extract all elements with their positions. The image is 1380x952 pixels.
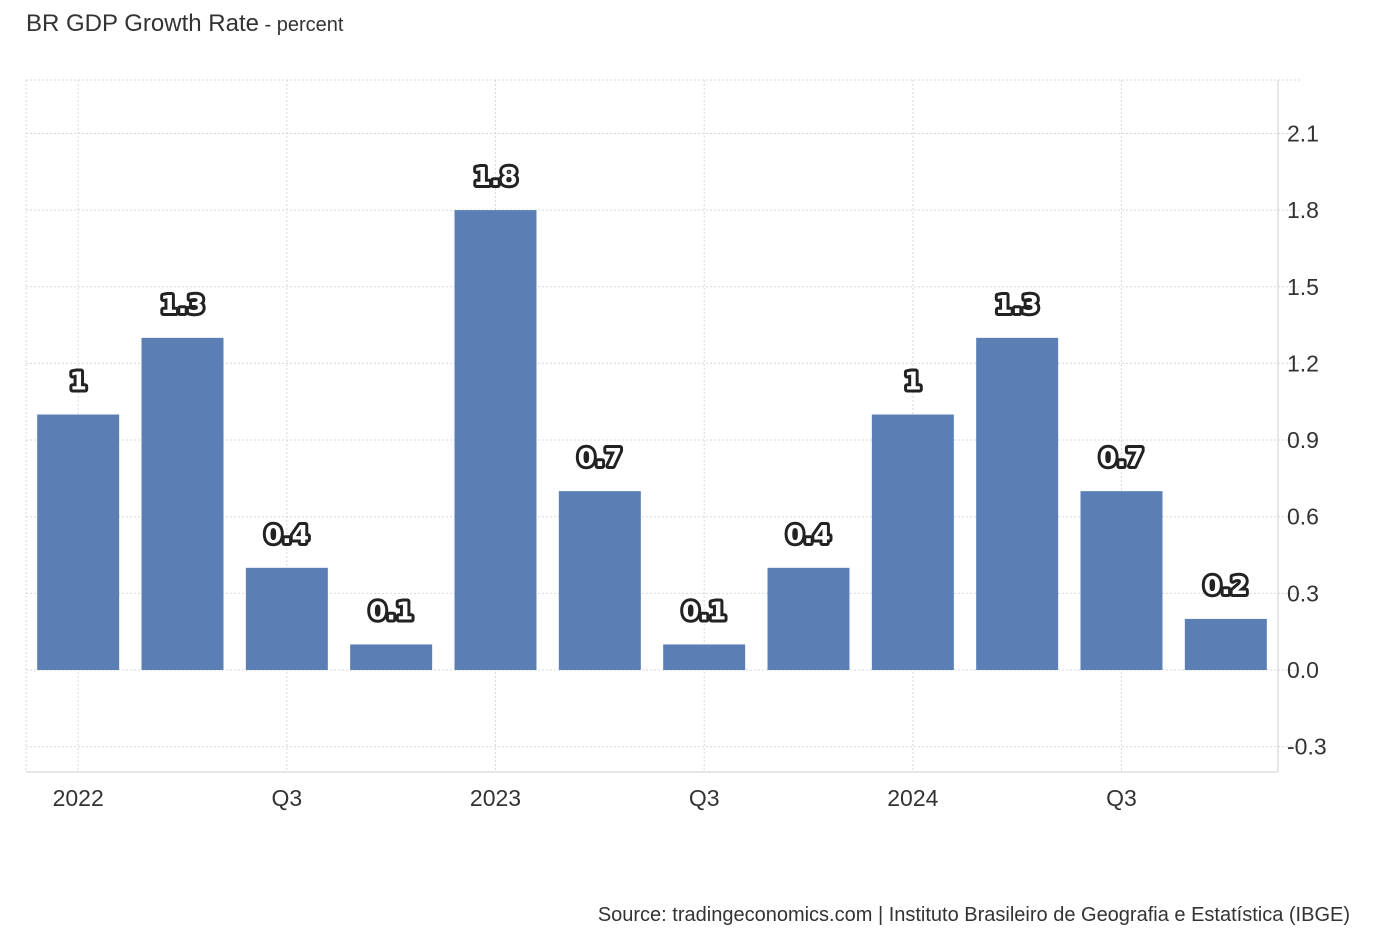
x-tick-label: 2022 [53, 785, 104, 811]
data-label: 1.3 [160, 290, 204, 319]
bar [1080, 491, 1163, 670]
y-tick-label: 1.8 [1287, 197, 1319, 223]
bar [663, 644, 746, 670]
data-label: 0.2 [1204, 571, 1248, 600]
data-label: 0.7 [578, 443, 622, 472]
chart-title: BR GDP Growth Rate [26, 10, 259, 37]
x-tick-label: Q3 [689, 785, 720, 811]
y-tick-label: 2.1 [1287, 120, 1319, 146]
data-label: 0.1 [369, 596, 413, 625]
data-label: 0.7 [1099, 443, 1143, 472]
bar [976, 337, 1059, 670]
y-tick-label: 0.9 [1287, 427, 1319, 453]
y-tick-label: 0.3 [1287, 580, 1319, 606]
bar [141, 337, 224, 670]
x-tick-label: Q3 [1106, 785, 1137, 811]
data-label: 1 [69, 367, 86, 396]
data-label: 0.4 [265, 520, 309, 549]
data-label: 0.1 [682, 596, 726, 625]
data-label: 1 [904, 367, 921, 396]
bar [1184, 618, 1267, 670]
y-tick-label: 0.6 [1287, 504, 1319, 530]
bar [37, 414, 120, 670]
y-tick-label: 1.2 [1287, 350, 1319, 376]
data-label: 1.8 [473, 162, 517, 191]
x-tick-label: Q3 [271, 785, 302, 811]
y-tick-label: 0.0 [1287, 657, 1319, 683]
x-tick-label: 2023 [470, 785, 521, 811]
y-tick-label: -0.3 [1287, 734, 1327, 760]
bar [245, 567, 328, 670]
y-tick-label: 1.5 [1287, 274, 1319, 300]
bar [558, 491, 641, 670]
bar-chart: -0.3 0.0 0.3 0.6 0.9 1.2 1.5 1.8 2.1 1 1.3 0.4 0.1 1.… [25, 79, 1327, 811]
bar [350, 644, 433, 670]
chart-subtitle: percent [276, 14, 344, 36]
bar [767, 567, 850, 670]
chart-title-row: BR GDP Growth Rate - percent [26, 10, 343, 38]
bar [454, 210, 537, 670]
bar [871, 414, 954, 670]
data-label: 1.3 [995, 290, 1039, 319]
subtitle-separator: - [258, 14, 277, 36]
source-attribution: Source: tradingeconomics.com | Instituto… [597, 904, 1350, 926]
data-label: 0.4 [786, 520, 830, 549]
x-tick-label: 2024 [887, 785, 938, 811]
